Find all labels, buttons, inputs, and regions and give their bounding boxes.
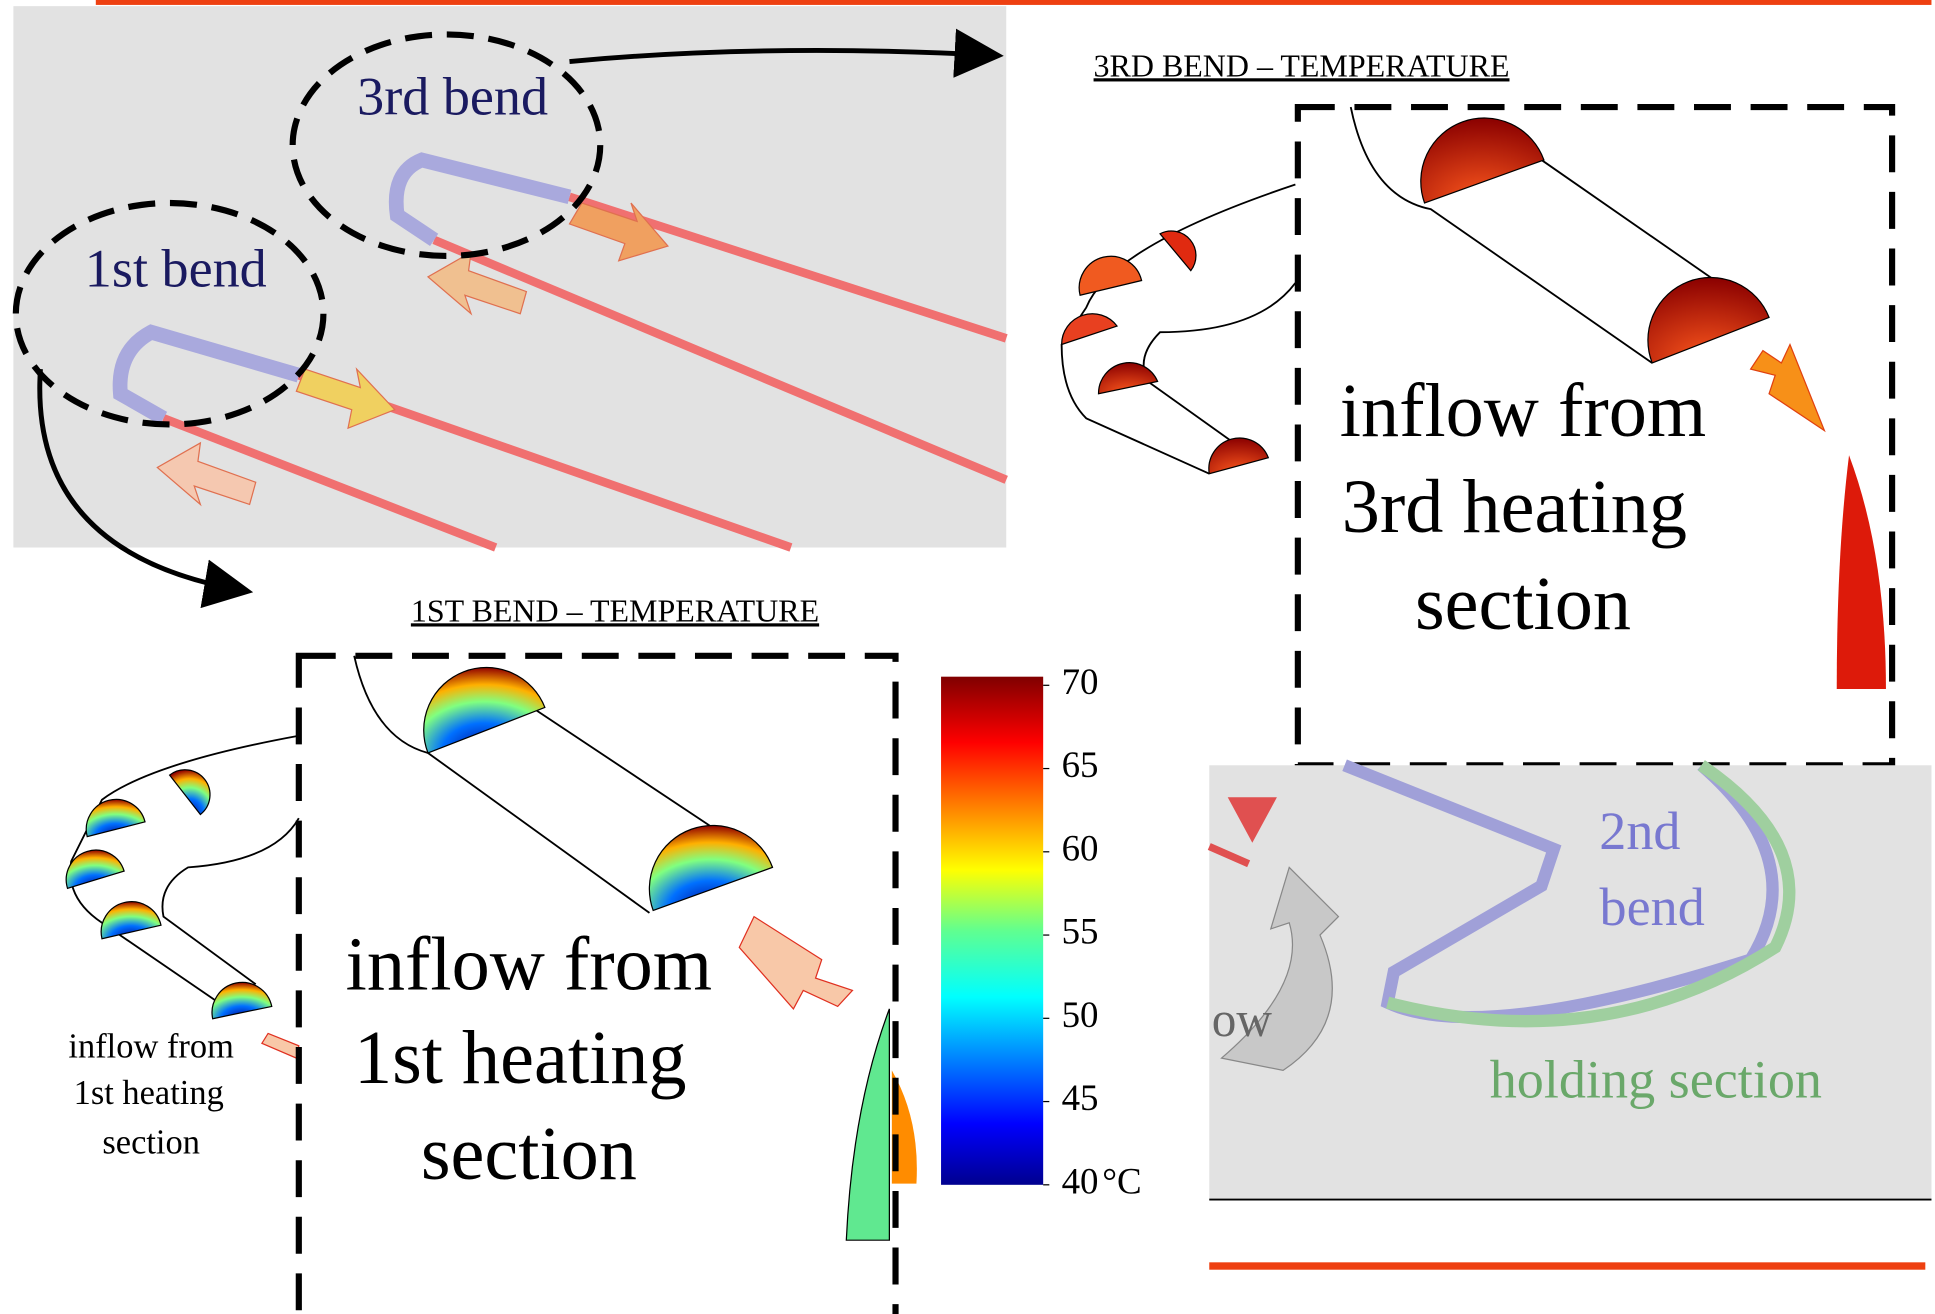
- panel-title: 3RD BEND – TEMPERATURE: [1094, 48, 1510, 83]
- inflow-text: 1st heating: [354, 1015, 687, 1100]
- top-rule: [96, 0, 1932, 5]
- bend-label: bend: [1600, 877, 1705, 937]
- colorbar-label: 45: [1062, 1077, 1099, 1118]
- small-inflow-text: 1st heating: [74, 1074, 224, 1112]
- third-bend-panel: 3RD BEND – TEMPERATURE inflow from 3rd h…: [1062, 48, 1892, 765]
- colorbar-unit: °C: [1102, 1160, 1141, 1201]
- inflow-text: section: [421, 1111, 637, 1196]
- small-inflow-text: inflow from: [68, 1027, 234, 1065]
- overview-panel: 2nd bend holding section ow: [1209, 765, 1931, 1269]
- callout-label: 1st bend: [85, 239, 267, 299]
- top-panel: 3rd bend 1st bend: [13, 6, 1006, 590]
- partial-label: ow: [1212, 992, 1273, 1047]
- figure: 3rd bend 1st bend 3RD BEND – TEMPERATURE…: [0, 0, 1935, 1314]
- page: 3rd bend 1st bend 3RD BEND – TEMPERATURE…: [0, 0, 1935, 1314]
- callout-label: 3rd bend: [357, 66, 548, 126]
- panel-title: 1ST BEND – TEMPERATURE: [411, 593, 819, 628]
- colorbar: 70 65 60 55 50 45 40°C: [941, 661, 1142, 1202]
- small-inflow-text: section: [102, 1123, 200, 1161]
- bend-label: 2nd: [1599, 801, 1680, 861]
- colorbar-label: 55: [1062, 911, 1099, 952]
- inflow-text: inflow from: [1340, 368, 1706, 453]
- holding-label: holding section: [1490, 1049, 1822, 1109]
- colorbar-label: 40: [1062, 1160, 1099, 1201]
- first-bend-panel: 1ST BEND – TEMPERATURE inflow from 1st h…: [66, 593, 917, 1314]
- inflow-text: 3rd heating: [1342, 464, 1687, 549]
- colorbar-label: 60: [1062, 827, 1099, 868]
- colorbar-gradient: [941, 677, 1043, 1185]
- inflow-text: section: [1415, 561, 1631, 646]
- inflow-text: inflow from: [346, 921, 712, 1006]
- colorbar-label: 70: [1062, 661, 1099, 702]
- bottom-rule: [1209, 1262, 1925, 1269]
- colorbar-label: 65: [1062, 744, 1099, 785]
- colorbar-label: 50: [1062, 994, 1099, 1035]
